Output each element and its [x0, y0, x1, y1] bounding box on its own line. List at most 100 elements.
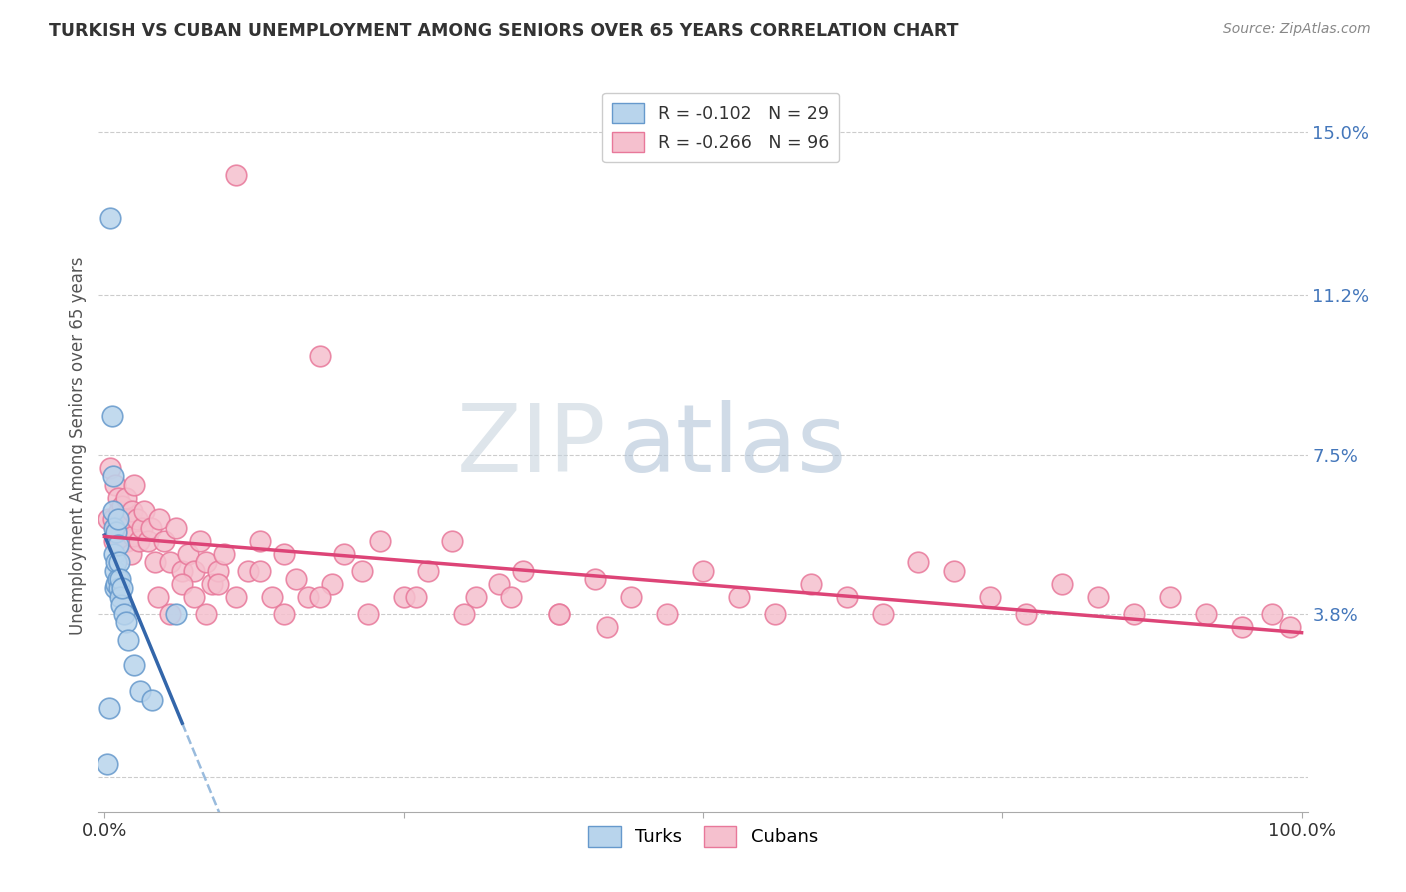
Point [835, 590, 858, 604]
Point [620, 590, 643, 604]
Point [107, 512, 129, 526]
Point [728, 590, 751, 604]
Point [225, 168, 247, 182]
Point [201, 576, 224, 591]
Point [141, 693, 163, 707]
Point [148, 590, 170, 604]
Point [979, 590, 1001, 604]
Point [111, 500, 134, 514]
Point [800, 576, 823, 591]
Point [236, 564, 259, 578]
Point [107, 573, 129, 587]
Point [183, 590, 205, 604]
Point [101, 503, 124, 517]
Point [159, 607, 181, 621]
Text: TURKISH VS CUBAN UNEMPLOYMENT AMONG SENIORS OVER 65 YEARS CORRELATION CHART: TURKISH VS CUBAN UNEMPLOYMENT AMONG SENI… [49, 22, 959, 40]
Point [177, 547, 200, 561]
Point [114, 512, 136, 526]
Point [350, 564, 373, 578]
Point [333, 547, 356, 561]
Point [153, 533, 176, 548]
Point [165, 607, 187, 621]
Point [405, 590, 427, 604]
Point [103, 547, 125, 561]
Point [172, 576, 194, 591]
Y-axis label: Unemployment Among Seniors over 65 years: Unemployment Among Seniors over 65 years [69, 257, 87, 635]
Point [117, 521, 139, 535]
Point [115, 491, 138, 505]
Point [249, 533, 271, 548]
Point [655, 607, 678, 621]
Point [183, 564, 205, 578]
Point [100, 460, 122, 475]
Point [101, 512, 124, 526]
Point [110, 598, 132, 612]
Point [107, 491, 129, 505]
Point [165, 521, 187, 535]
Point [1278, 620, 1301, 634]
Point [115, 615, 138, 630]
Point [763, 607, 786, 621]
Point [195, 555, 218, 569]
Point [172, 564, 194, 578]
Point [122, 529, 145, 543]
Point [148, 512, 170, 526]
Point [943, 564, 966, 578]
Point [548, 607, 571, 621]
Point [273, 607, 295, 621]
Point [110, 521, 132, 535]
Point [100, 409, 122, 423]
Point [104, 477, 127, 491]
Point [128, 533, 150, 548]
Point [1015, 607, 1038, 621]
Point [512, 564, 534, 578]
Point [121, 503, 143, 517]
Point [488, 576, 510, 591]
Point [107, 538, 129, 552]
Point [453, 607, 475, 621]
Point [117, 632, 139, 647]
Point [129, 684, 152, 698]
Point [907, 555, 929, 569]
Point [357, 607, 380, 621]
Point [98, 701, 121, 715]
Point [207, 576, 229, 591]
Point [1159, 590, 1181, 604]
Point [872, 607, 894, 621]
Point [195, 607, 218, 621]
Point [105, 555, 128, 569]
Point [97, 512, 120, 526]
Point [501, 590, 523, 604]
Legend: Turks, Cubans: Turks, Cubans [581, 819, 825, 854]
Text: atlas: atlas [619, 400, 846, 492]
Point [124, 658, 146, 673]
Point [139, 521, 162, 535]
Point [107, 555, 129, 569]
Point [249, 564, 271, 578]
Point [105, 576, 128, 591]
Point [1050, 576, 1073, 591]
Point [188, 533, 211, 548]
Point [225, 590, 247, 604]
Point [1260, 607, 1282, 621]
Point [1195, 607, 1218, 621]
Point [125, 512, 148, 526]
Point [273, 547, 295, 561]
Point [1123, 607, 1146, 621]
Text: Source: ZipAtlas.com: Source: ZipAtlas.com [1223, 22, 1371, 37]
Point [103, 533, 125, 548]
Point [309, 590, 332, 604]
Point [1087, 590, 1109, 604]
Point [111, 581, 134, 595]
Point [596, 620, 619, 634]
Point [104, 581, 127, 595]
Point [440, 533, 463, 548]
Point [159, 555, 181, 569]
Point [101, 469, 124, 483]
Point [392, 590, 415, 604]
Point [105, 521, 128, 535]
Point [107, 503, 129, 517]
Point [103, 521, 125, 535]
Point [1230, 620, 1253, 634]
Point [212, 547, 235, 561]
